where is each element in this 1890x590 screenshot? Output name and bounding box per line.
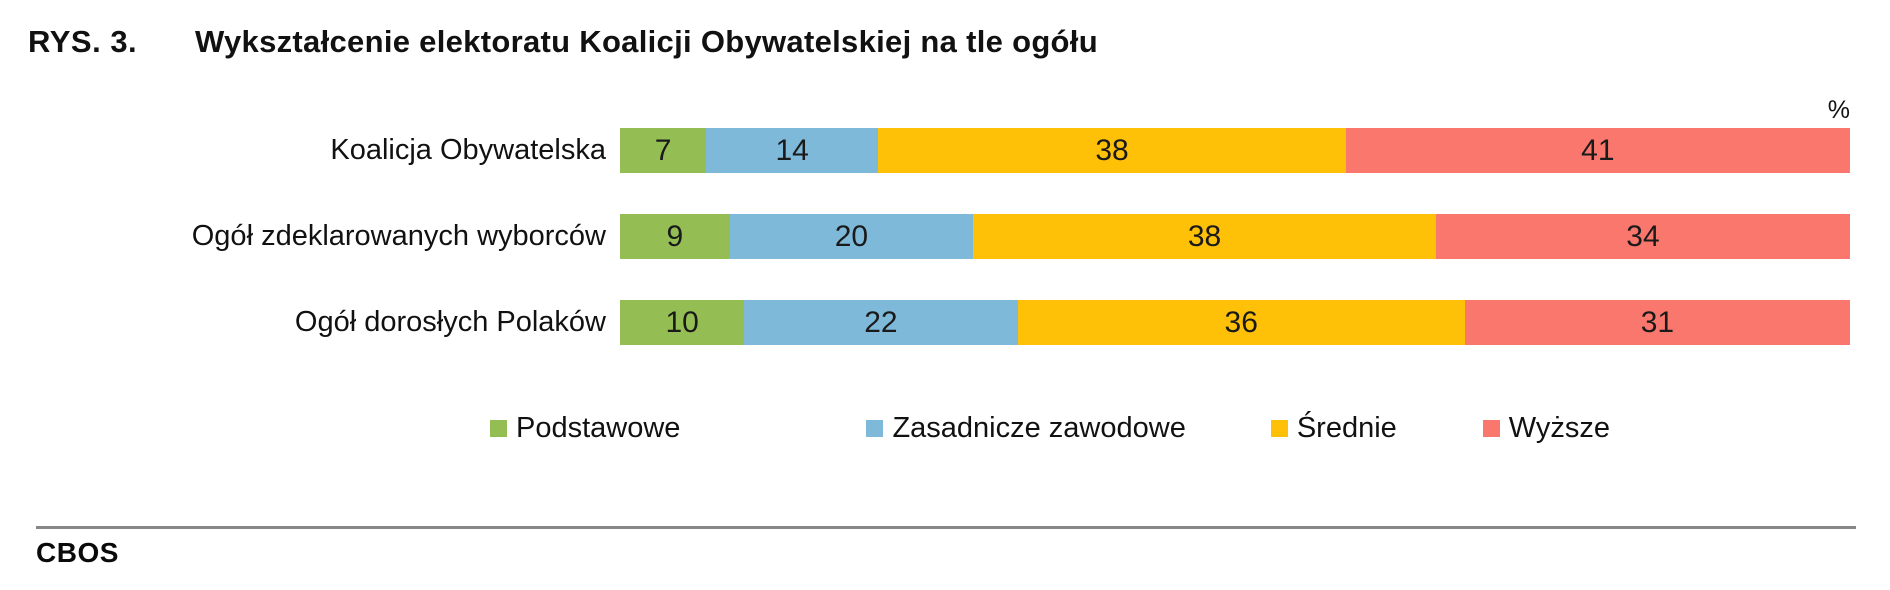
bar-track: 10 22 36 31 [620, 300, 1850, 345]
legend-item: Wyższe [1482, 411, 1611, 445]
figure-number: RYS. 3. [28, 24, 138, 59]
legend-item: Zasadnicze zawodowe [866, 411, 1186, 445]
bar-segment: 41 [1345, 128, 1850, 173]
bar-segment: 22 [744, 300, 1018, 345]
category-label: Ogół zdeklarowanych wyborców [191, 220, 606, 252]
legend: Podstawowe Zasadnicze zawodowe Średnie Wyżs… [0, 409, 1890, 447]
bar-track: 9 20 38 34 [620, 214, 1850, 259]
category-label: Ogół dorosłych Polaków [294, 306, 606, 338]
bar-segment: 31 [1464, 300, 1850, 345]
bar-segment: 38 [878, 128, 1346, 173]
bar-segment: 34 [1435, 214, 1850, 259]
bar-segment: 36 [1017, 300, 1465, 345]
bar-segment: 14 [706, 128, 879, 173]
page-title: Wykształcenie elektoratu Koalicji Obywat… [195, 24, 1098, 59]
chart-row: Ogół dorosłych Polaków 10 22 36 31 [0, 300, 1850, 345]
legend-item: Podstawowe [490, 412, 680, 445]
category-label: Koalicja Obywatelska [330, 134, 606, 166]
legend-swatch [866, 419, 884, 437]
unit-row: % [0, 96, 1850, 126]
legend-label: Wyższe [1508, 411, 1611, 444]
stacked-bar-chart: Koalicja Obywatelska 7 14 38 41 Ogół zdeklaro… [0, 128, 1890, 345]
legend-swatch [490, 419, 507, 437]
chart-rows: Koalicja Obywatelska 7 14 38 41 Ogół zdeklaro… [0, 128, 1850, 345]
bar-segment: 7 [620, 128, 707, 173]
bar-segment: 9 [620, 214, 730, 259]
source-logo: CBOS [36, 537, 119, 568]
figure-footer: CBOS [36, 526, 1856, 569]
unit-label: % [1827, 96, 1850, 124]
bar-track: 7 14 38 41 [620, 128, 1850, 173]
chart-row: Ogół zdeklarowanych wyborców 9 20 38 34 [0, 214, 1850, 259]
figure-header: RYS. 3. Wykształcenie elektoratu Koalicj… [0, 0, 1890, 60]
legend-swatch [1270, 419, 1288, 437]
footer-divider [36, 526, 1856, 529]
legend-swatch [1482, 419, 1500, 437]
legend-label: Zasadnicze zawodowe [892, 411, 1186, 444]
bar-segment: 20 [729, 214, 974, 259]
bar-segment: 38 [973, 214, 1436, 259]
legend-item: Średnie [1270, 411, 1397, 445]
legend-label: Podstawowe [516, 411, 681, 444]
bar-segment: 10 [620, 300, 745, 345]
chart-row: Koalicja Obywatelska 7 14 38 41 [0, 128, 1850, 173]
legend-label: Średnie [1296, 411, 1397, 444]
